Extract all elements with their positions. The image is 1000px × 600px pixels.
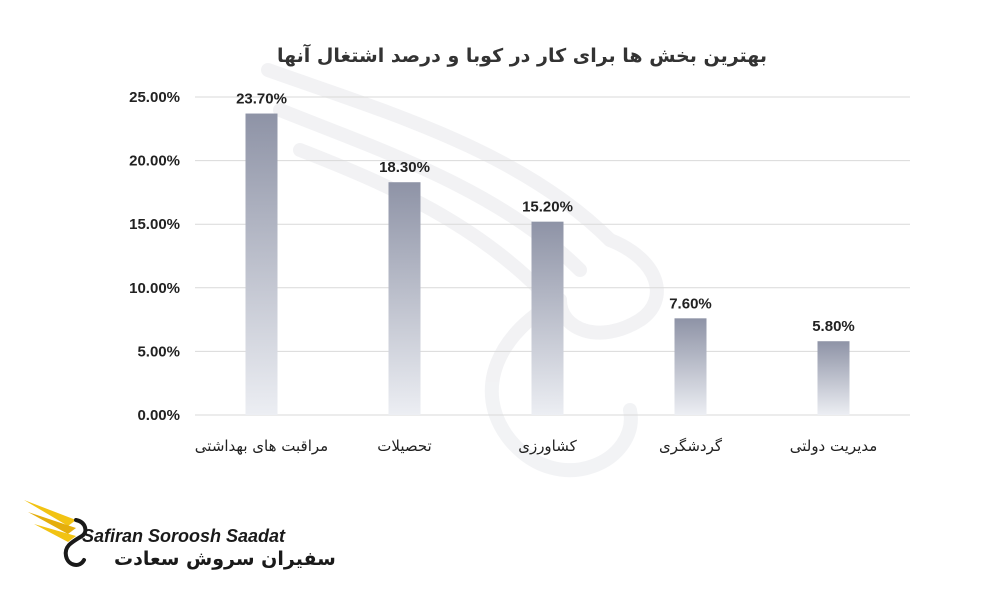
eagle-logo-icon bbox=[24, 500, 88, 567]
data-labels: 23.70% 18.30% 15.20% 7.60% 5.80% bbox=[236, 91, 855, 336]
bar bbox=[531, 221, 564, 415]
y-tick-label: 15.00% bbox=[129, 216, 180, 233]
y-tick-label: 10.00% bbox=[129, 280, 180, 297]
y-tick-label: 25.00% bbox=[129, 89, 180, 106]
bar bbox=[245, 113, 278, 415]
y-tick-label: 0.00% bbox=[137, 407, 180, 424]
x-category-label: تحصیلات bbox=[377, 437, 431, 455]
data-label: 5.80% bbox=[812, 318, 855, 335]
x-axis-categories: مراقبت های بهداشتی تحصیلات کشاورزی گردشگری م… bbox=[195, 437, 877, 455]
data-label: 18.30% bbox=[379, 159, 430, 176]
x-category-label: گردشگری bbox=[659, 437, 723, 455]
x-category-label: مدیریت دولتی bbox=[790, 437, 878, 455]
chart-title: بهترین بخش ها برای کار در کوبا و درصد اش… bbox=[277, 43, 767, 67]
watermark-emblem bbox=[261, 63, 664, 477]
x-category-label: مراقبت های بهداشتی bbox=[195, 437, 328, 455]
y-axis-ticks: 0.00% 5.00% 10.00% 15.00% 20.00% 25.00% bbox=[129, 89, 180, 424]
logo-text-english: Safiran Soroosh Saadat bbox=[82, 526, 286, 546]
bar bbox=[388, 182, 421, 415]
company-logo: Safiran Soroosh Saadat سفیران سروش سعادت bbox=[18, 490, 336, 580]
y-tick-label: 20.00% bbox=[129, 153, 180, 170]
bar bbox=[674, 318, 707, 415]
bars bbox=[245, 113, 850, 415]
bar bbox=[817, 341, 850, 415]
y-tick-label: 5.00% bbox=[137, 343, 180, 360]
data-label: 7.60% bbox=[669, 295, 712, 312]
logo-text-persian: سفیران سروش سعادت bbox=[114, 548, 336, 570]
x-category-label: کشاورزی bbox=[518, 437, 577, 455]
data-label: 23.70% bbox=[236, 91, 287, 108]
data-label: 15.20% bbox=[522, 199, 573, 216]
